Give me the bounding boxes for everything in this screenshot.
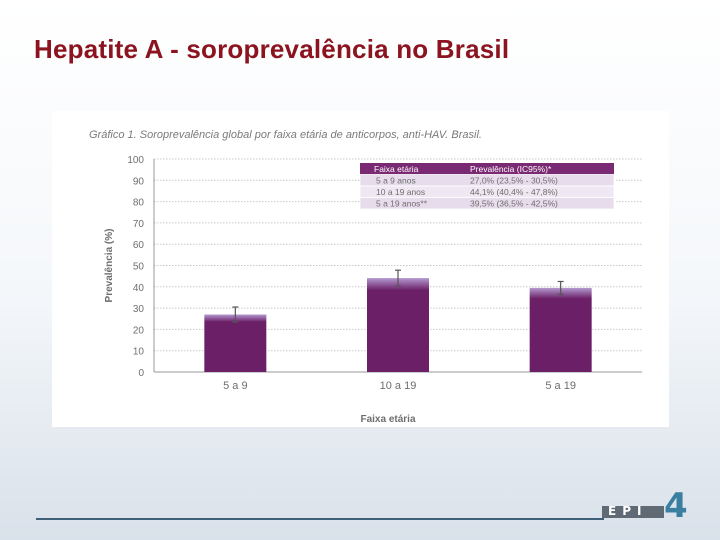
table-cell: 27,0% (23,5% - 30,5%) [470, 176, 558, 186]
y-tick-label: 30 [133, 304, 145, 315]
table-row [359, 197, 615, 210]
y-tick-label: 40 [133, 283, 145, 294]
x-axis-label: Faixa etária [360, 414, 415, 425]
logo-text: EPI [608, 504, 648, 518]
slide-title: Hepatite A - soroprevalência no Brasil [34, 34, 510, 64]
x-tick-label: 5 a 9 [223, 380, 247, 392]
table-cell: 44,1% (40,4% - 47,8%) [470, 187, 558, 197]
bar-chart: Gráfico 1. Soroprevalência global por fa… [89, 129, 642, 425]
x-tick-label: 5 a 19 [545, 380, 576, 392]
table-header-row [360, 163, 614, 175]
y-tick-label: 90 [133, 176, 145, 187]
y-tick-label: 100 [127, 155, 144, 166]
table-cell: 39,5% (36,5% - 42,5%) [470, 199, 558, 209]
footer-line [36, 518, 604, 520]
table-cell: 5 a 9 anos [376, 176, 416, 186]
y-tick-label: 20 [133, 325, 145, 336]
chart-title: Gráfico 1. Soroprevalência global por fa… [89, 129, 482, 141]
epi4-logo: EPI 4 [602, 488, 692, 526]
table-header-cell: Prevalência (IC95%)* [470, 164, 552, 174]
bar [204, 314, 267, 372]
table-header-cell: Faixa etária [374, 164, 419, 174]
table-cell: 5 a 19 anos** [376, 199, 428, 209]
y-tick-label: 0 [138, 368, 144, 379]
bar [529, 287, 592, 372]
y-tick-label: 80 [133, 198, 145, 209]
x-tick-label: 10 a 19 [380, 380, 417, 392]
y-tick-label: 50 [133, 262, 145, 273]
logo-bar [602, 506, 664, 518]
y-tick-label: 10 [133, 347, 145, 358]
table-cell: 10 a 19 anos [376, 187, 425, 197]
logo-number: 4 [664, 486, 688, 526]
y-tick-label: 60 [133, 240, 145, 251]
bar [367, 278, 429, 372]
y-tick-label: 70 [133, 219, 145, 230]
y-axis-label: Prevalência (%) [104, 229, 115, 303]
chart-panel: Gráfico 1. Soroprevalência global por fa… [52, 111, 669, 427]
